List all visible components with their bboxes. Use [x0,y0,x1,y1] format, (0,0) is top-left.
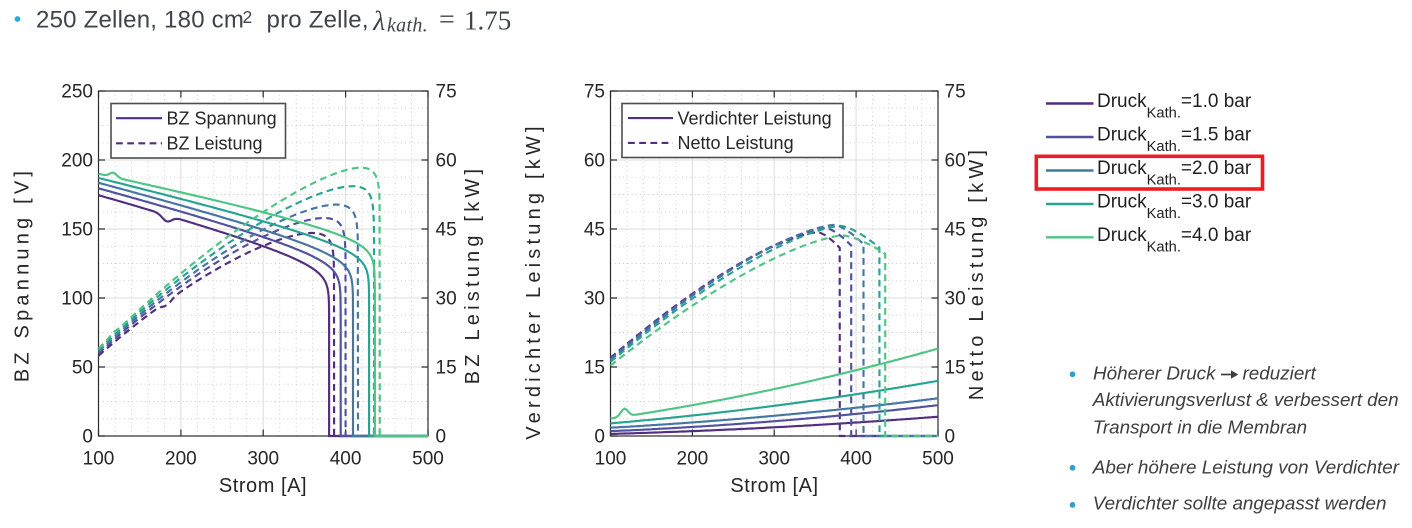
svg-text:Netto Leistung [kW]: Netto Leistung [kW] [966,146,988,400]
svg-text:500: 500 [412,449,444,470]
svg-text:DruckKath.=2.0 bar: DruckKath.=2.0 bar [1097,158,1252,189]
svg-text:Aktivierungsverlust & verbesse: Aktivierungsverlust & verbessert den [1092,389,1399,410]
svg-text:100: 100 [83,449,115,470]
svg-text:Transport in die Membran: Transport in die Membran [1093,417,1307,438]
svg-text:Verdichter sollte angepasst we: Verdichter sollte angepasst werden [1093,493,1387,514]
svg-text:300: 300 [247,449,279,470]
svg-text:45: 45 [584,220,605,241]
svg-text:Verdichter Leistung: Verdichter Leistung [678,108,832,128]
svg-text:500: 500 [922,449,954,470]
svg-text:Netto Leistung: Netto Leistung [678,133,794,153]
svg-text:15: 15 [436,358,457,379]
svg-text:0: 0 [82,427,93,448]
svg-text:250: 250 [61,82,93,103]
svg-text:1.75: 1.75 [464,6,511,36]
svg-text:BZ Leistung: BZ Leistung [167,134,263,154]
svg-text:200: 200 [61,151,93,172]
svg-text:100: 100 [61,289,93,310]
svg-text:60: 60 [945,151,966,172]
svg-text:BZ Leistung [kW]: BZ Leistung [kW] [462,165,484,384]
svg-text:75: 75 [436,82,457,103]
svg-text:=: = [439,5,455,36]
svg-text:Aber höhere Leistung von Verdi: Aber höhere Leistung von Verdichter [1092,457,1400,478]
svg-text:reduziert: reduziert [1243,363,1317,384]
svg-text:Strom [A]: Strom [A] [219,475,307,497]
svg-text:30: 30 [436,289,457,310]
svg-text:45: 45 [945,220,966,241]
svg-text:75: 75 [945,82,966,103]
svg-text:100: 100 [595,449,627,470]
svg-text:60: 60 [436,151,457,172]
svg-text:BZ Spannung [V]: BZ Spannung [V] [12,167,34,382]
svg-text:BZ Spannung: BZ Spannung [167,109,277,129]
svg-text:0: 0 [594,427,605,448]
svg-text:pro Zelle,: pro Zelle, [267,7,369,34]
svg-text:Verdichter Leistung [kW]: Verdichter Leistung [kW] [523,122,545,440]
svg-text:Höherer Druck: Höherer Druck [1093,363,1217,384]
svg-text:400: 400 [840,449,872,470]
svg-text:45: 45 [436,220,457,241]
svg-text:200: 200 [677,449,709,470]
svg-text:50: 50 [72,358,93,379]
svg-text:kath.: kath. [387,15,428,37]
svg-text:30: 30 [584,289,605,310]
svg-text:0: 0 [436,427,447,448]
svg-text:75: 75 [584,82,605,103]
svg-text:250 Zellen, 180 cm: 250 Zellen, 180 cm [36,7,244,34]
svg-text:150: 150 [61,220,93,241]
svg-text:2: 2 [243,7,253,27]
svg-text:15: 15 [584,358,605,379]
svg-text:0: 0 [945,427,956,448]
svg-text:15: 15 [945,358,966,379]
svg-text:λ: λ [372,5,385,36]
svg-text:200: 200 [165,449,197,470]
svg-text:60: 60 [584,151,605,172]
svg-text:Strom [A]: Strom [A] [730,475,818,497]
svg-text:400: 400 [330,449,362,470]
svg-text:30: 30 [945,289,966,310]
svg-text:300: 300 [758,449,790,470]
